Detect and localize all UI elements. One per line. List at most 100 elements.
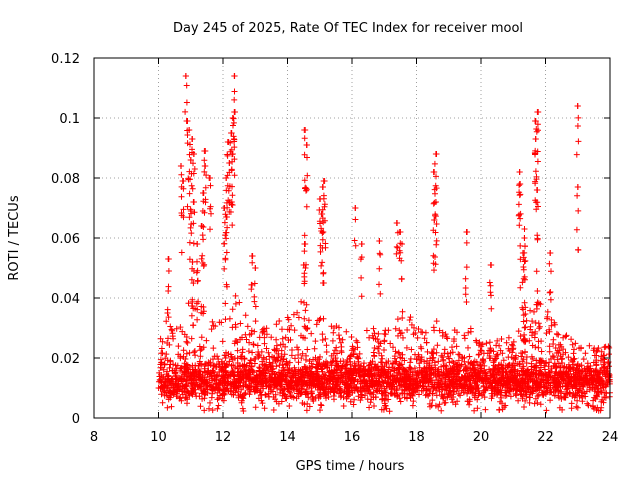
data-point bbox=[301, 375, 308, 381]
data-point bbox=[294, 344, 300, 351]
data-point bbox=[337, 387, 344, 393]
data-point bbox=[316, 196, 323, 202]
data-point bbox=[320, 270, 327, 277]
data-point bbox=[229, 158, 236, 165]
data-point bbox=[394, 316, 401, 323]
data-point bbox=[421, 374, 428, 381]
data-point bbox=[574, 192, 581, 199]
data-point bbox=[304, 346, 311, 353]
data-point bbox=[573, 365, 580, 372]
data-point bbox=[533, 268, 540, 275]
data-point bbox=[517, 210, 524, 217]
data-point bbox=[586, 342, 593, 349]
data-point bbox=[393, 250, 400, 257]
data-point bbox=[473, 339, 480, 346]
data-points bbox=[155, 73, 613, 415]
data-point bbox=[351, 237, 358, 244]
data-point bbox=[252, 404, 259, 411]
data-point bbox=[189, 259, 196, 265]
data-point bbox=[221, 265, 228, 272]
data-point bbox=[271, 376, 278, 383]
data-point bbox=[433, 221, 440, 227]
data-point bbox=[353, 369, 360, 376]
data-point bbox=[546, 348, 553, 355]
data-point bbox=[200, 190, 207, 196]
data-point bbox=[202, 163, 209, 169]
data-point bbox=[224, 371, 231, 378]
data-point bbox=[159, 350, 166, 357]
x-tick-label: 20 bbox=[473, 430, 490, 445]
data-point bbox=[333, 344, 340, 351]
data-point bbox=[305, 317, 312, 324]
data-point bbox=[231, 172, 238, 179]
data-point bbox=[413, 380, 420, 387]
data-point bbox=[371, 383, 378, 389]
data-point bbox=[410, 398, 417, 405]
data-point bbox=[185, 300, 192, 307]
data-point bbox=[190, 240, 197, 247]
data-point bbox=[261, 340, 268, 347]
data-point bbox=[223, 361, 230, 368]
data-point bbox=[591, 394, 598, 401]
data-point bbox=[475, 390, 482, 397]
data-point bbox=[349, 377, 356, 384]
data-point bbox=[302, 356, 309, 363]
data-point bbox=[303, 186, 310, 193]
data-point bbox=[183, 366, 190, 373]
data-point bbox=[319, 376, 326, 382]
data-point bbox=[173, 372, 179, 379]
data-point bbox=[509, 342, 516, 349]
data-point bbox=[524, 367, 530, 374]
data-point bbox=[374, 385, 381, 392]
data-point bbox=[450, 385, 457, 392]
data-point bbox=[539, 389, 546, 396]
data-point bbox=[376, 250, 383, 257]
data-point bbox=[515, 397, 522, 404]
data-point bbox=[187, 176, 193, 183]
y-tick-label: 0.12 bbox=[51, 52, 80, 67]
data-point bbox=[184, 400, 190, 407]
data-point bbox=[589, 385, 596, 392]
data-point bbox=[383, 405, 390, 412]
data-point bbox=[260, 369, 267, 376]
data-point bbox=[502, 402, 509, 409]
data-point bbox=[381, 347, 387, 353]
data-point bbox=[210, 345, 217, 352]
data-point bbox=[202, 148, 209, 154]
data-point bbox=[315, 392, 322, 399]
data-point bbox=[546, 343, 553, 350]
data-point bbox=[340, 403, 347, 409]
data-point bbox=[350, 401, 357, 408]
data-point bbox=[172, 362, 179, 369]
data-point bbox=[231, 109, 238, 115]
data-point bbox=[338, 370, 345, 377]
data-point bbox=[500, 369, 507, 376]
data-point bbox=[446, 359, 453, 366]
data-point bbox=[467, 328, 474, 335]
data-point bbox=[546, 359, 553, 366]
data-point bbox=[431, 267, 437, 274]
data-point bbox=[260, 378, 267, 385]
data-point bbox=[301, 280, 308, 287]
data-point bbox=[526, 394, 533, 401]
data-point bbox=[190, 369, 197, 376]
data-point bbox=[570, 366, 577, 373]
data-point bbox=[159, 399, 166, 406]
data-point bbox=[166, 364, 173, 371]
data-point bbox=[431, 217, 438, 223]
data-point bbox=[328, 352, 335, 359]
data-point bbox=[231, 355, 238, 362]
data-point bbox=[518, 372, 524, 379]
data-point bbox=[302, 366, 309, 373]
data-point bbox=[606, 351, 612, 358]
data-point bbox=[219, 386, 226, 393]
data-point bbox=[527, 377, 534, 384]
data-point bbox=[534, 232, 541, 239]
data-point bbox=[435, 377, 442, 384]
data-point bbox=[195, 363, 202, 369]
data-point bbox=[186, 190, 193, 197]
data-point bbox=[179, 328, 186, 335]
data-point bbox=[199, 395, 206, 402]
data-point bbox=[487, 282, 494, 289]
data-point bbox=[410, 383, 417, 389]
